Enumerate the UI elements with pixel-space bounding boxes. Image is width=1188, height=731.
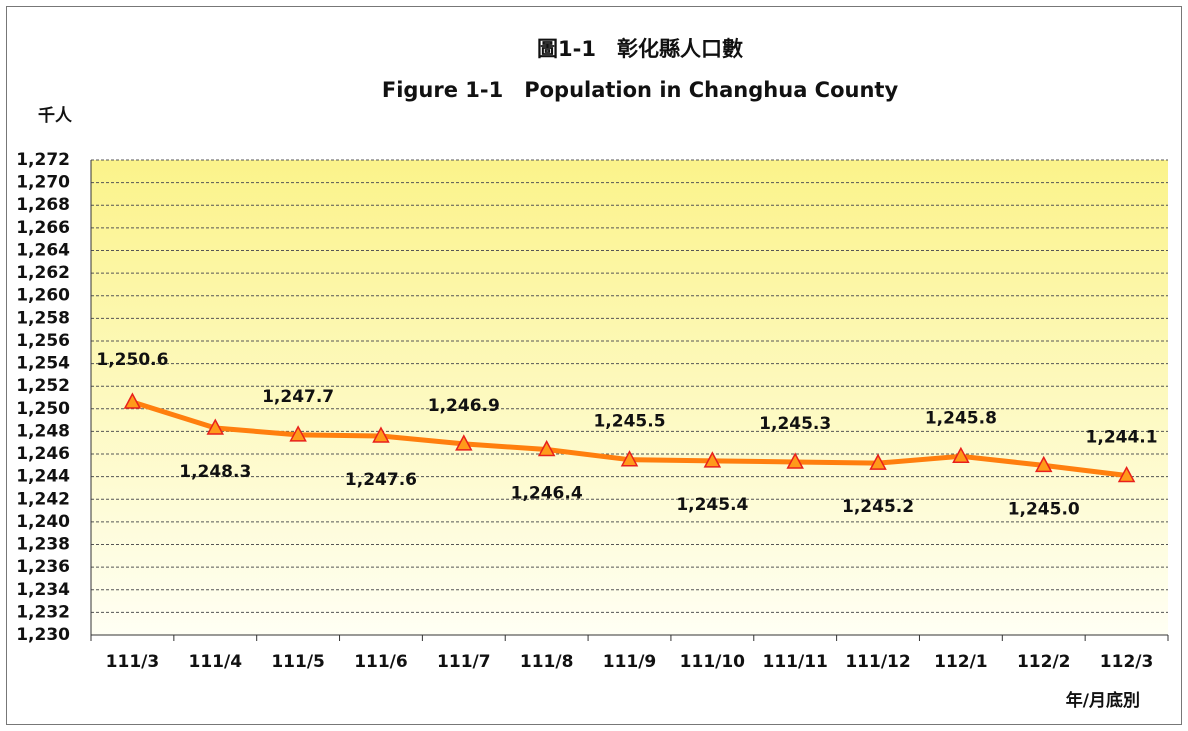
x-tick-label: 111/10 xyxy=(680,652,746,672)
data-label: 1,245.8 xyxy=(925,408,997,428)
x-tick-label: 112/3 xyxy=(1100,652,1154,672)
y-tick-label: 1,246 xyxy=(16,444,70,464)
data-label: 1,248.3 xyxy=(179,462,251,482)
data-label: 1,245.0 xyxy=(1008,499,1080,519)
data-label: 1,245.2 xyxy=(842,497,914,517)
x-tick-label: 111/8 xyxy=(520,652,574,672)
data-label: 1,247.7 xyxy=(262,387,334,407)
y-tick-label: 1,258 xyxy=(16,308,70,328)
y-tick-label: 1,268 xyxy=(16,195,70,215)
marker xyxy=(703,451,722,468)
x-tick-label: 111/4 xyxy=(189,652,243,672)
data-label: 1,244.1 xyxy=(1086,428,1158,448)
marker xyxy=(869,453,887,470)
y-tick-label: 1,230 xyxy=(16,625,70,645)
x-tick-label: 111/11 xyxy=(763,652,828,672)
data-label: 1,245.4 xyxy=(676,495,748,515)
chart-subtitle: Figure 1-1 Population in Changhua County xyxy=(382,78,899,102)
marker xyxy=(537,439,556,457)
y-tick-label: 1,248 xyxy=(16,421,70,441)
y-tick-label: 1,272 xyxy=(16,150,70,170)
y-tick-label: 1,236 xyxy=(16,557,70,577)
y-tick-label: 1,238 xyxy=(16,535,70,555)
y-tick-label: 1,262 xyxy=(16,263,70,283)
y-tick-label: 1,254 xyxy=(16,354,70,374)
plot-area xyxy=(91,160,1168,635)
data-label: 1,245.3 xyxy=(759,414,831,434)
x-tick-label: 111/3 xyxy=(106,652,160,672)
y-tick-label: 1,264 xyxy=(16,240,70,260)
marker xyxy=(372,426,390,443)
x-axis-label: 年/月底別 xyxy=(1066,690,1140,711)
x-tick-label: 111/12 xyxy=(845,652,910,672)
data-label: 1,246.4 xyxy=(511,484,583,504)
x-tick-label: 112/2 xyxy=(1017,652,1071,672)
marker xyxy=(1034,455,1053,473)
y-tick-label: 1,250 xyxy=(16,399,70,419)
data-label: 1,245.5 xyxy=(593,412,665,432)
data-label: 1,246.9 xyxy=(428,396,500,416)
marker xyxy=(1117,465,1136,483)
y-tick-label: 1,240 xyxy=(16,512,70,532)
y-tick-label: 1,260 xyxy=(16,286,70,306)
x-tick-label: 112/1 xyxy=(934,652,988,672)
marker xyxy=(206,418,225,435)
y-tick-label: 1,252 xyxy=(16,376,70,396)
chart-title: 圖1-1 彰化縣人口數 xyxy=(537,37,743,61)
y-tick-label: 1,232 xyxy=(16,602,70,622)
y-tick-label: 1,244 xyxy=(16,467,70,487)
marker xyxy=(455,434,473,451)
marker xyxy=(123,392,142,409)
y-axis-label: 千人 xyxy=(38,106,73,126)
y-tick-label: 1,242 xyxy=(16,489,70,509)
marker xyxy=(289,425,307,442)
marker xyxy=(620,450,639,467)
x-tick-label: 111/9 xyxy=(603,652,657,672)
y-tick-label: 1,256 xyxy=(16,331,70,351)
y-tick-label: 1,234 xyxy=(16,580,70,600)
x-tick-label: 111/6 xyxy=(354,652,408,672)
data-label: 1,250.6 xyxy=(96,350,168,370)
y-tick-label: 1,270 xyxy=(16,173,70,193)
x-tick-label: 111/5 xyxy=(271,652,325,672)
x-tick-label: 111/7 xyxy=(437,652,491,672)
marker xyxy=(786,452,804,469)
data-label: 1,247.6 xyxy=(345,470,417,490)
y-tick-label: 1,266 xyxy=(16,218,70,238)
marker xyxy=(952,446,970,464)
